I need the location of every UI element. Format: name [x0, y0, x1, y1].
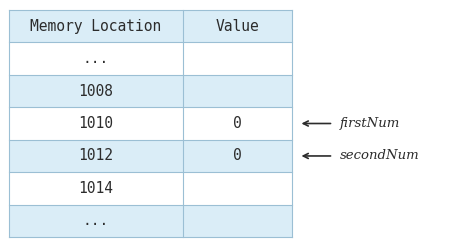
Text: 1008: 1008 — [79, 83, 113, 99]
Bar — [9, 75, 183, 107]
Bar — [9, 10, 183, 42]
Text: Memory Location: Memory Location — [31, 19, 162, 34]
Text: 0: 0 — [233, 148, 242, 164]
Text: 0: 0 — [233, 116, 242, 131]
Bar — [183, 75, 292, 107]
Bar — [9, 107, 183, 140]
Bar — [9, 172, 183, 205]
Text: ...: ... — [83, 213, 109, 228]
Text: 1012: 1012 — [79, 148, 113, 164]
Text: secondNum: secondNum — [340, 149, 420, 163]
Bar — [9, 42, 183, 75]
Bar — [183, 172, 292, 205]
Bar — [183, 205, 292, 237]
Bar — [9, 140, 183, 172]
Text: ...: ... — [83, 51, 109, 66]
Text: 1010: 1010 — [79, 116, 113, 131]
Bar — [183, 42, 292, 75]
Text: Value: Value — [215, 19, 259, 34]
Bar — [9, 205, 183, 237]
Bar — [183, 10, 292, 42]
Bar — [183, 107, 292, 140]
Text: 1014: 1014 — [79, 181, 113, 196]
Text: firstNum: firstNum — [340, 117, 400, 130]
Bar — [183, 140, 292, 172]
